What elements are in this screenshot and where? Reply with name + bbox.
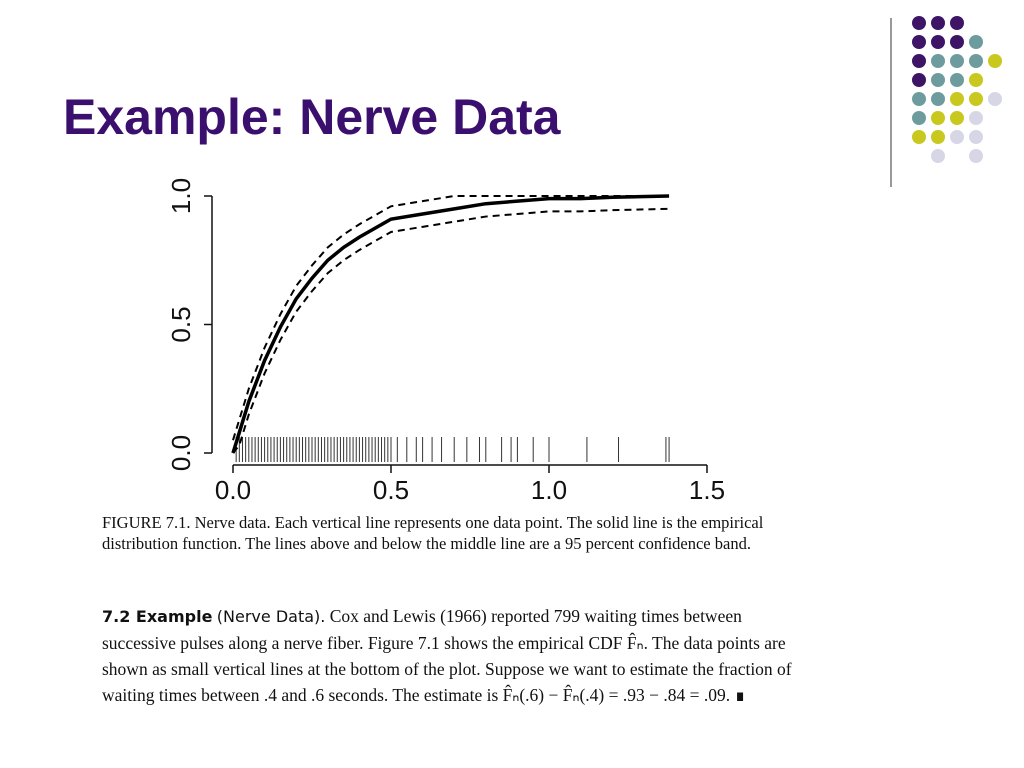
- dot: [950, 16, 964, 30]
- example-text: 7.2 Example (Nerve Data). Cox and Lewis …: [102, 603, 818, 708]
- dot: [988, 54, 1002, 68]
- dot: [988, 92, 1002, 106]
- dot: [969, 111, 983, 125]
- dot: [912, 73, 926, 87]
- x-tick-label: 1.5: [689, 475, 725, 505]
- dot: [912, 54, 926, 68]
- dot: [931, 73, 945, 87]
- dot: [969, 54, 983, 68]
- dot: [950, 35, 964, 49]
- dot: [912, 130, 926, 144]
- dot: [950, 54, 964, 68]
- dot: [950, 130, 964, 144]
- ecdf-line: [231, 194, 670, 454]
- x-tick-label: 1.0: [531, 475, 567, 505]
- confidence-band: [232, 207, 670, 454]
- example-body: Cox and Lewis (1966) reported 799 waitin…: [102, 606, 792, 705]
- dot: [931, 35, 945, 49]
- decoration: [912, 16, 1002, 163]
- dot: [912, 16, 926, 30]
- dot: [931, 54, 945, 68]
- dot: [931, 16, 945, 30]
- y-tick-label: 0.0: [166, 435, 196, 471]
- slide-title: Example: Nerve Data: [63, 89, 561, 145]
- x-tick-label: 0.0: [215, 475, 251, 505]
- dot: [912, 35, 926, 49]
- x-tick-label: 0.5: [373, 475, 409, 505]
- dot: [969, 149, 983, 163]
- dot: [950, 73, 964, 87]
- dot: [969, 73, 983, 87]
- dot: [950, 92, 964, 106]
- dot: [931, 92, 945, 106]
- y-tick-label: 0.5: [166, 306, 196, 342]
- dot: [969, 130, 983, 144]
- figure-caption: FIGURE 7.1. Nerve data. Each vertical li…: [102, 513, 764, 553]
- dot: [912, 92, 926, 106]
- dot: [931, 149, 945, 163]
- dot: [969, 35, 983, 49]
- dot: [969, 92, 983, 106]
- example-label: 7.2 Example: [102, 607, 213, 626]
- dot: [950, 111, 964, 125]
- confidence-band: [232, 195, 670, 441]
- plot: 0.0 0.5 1.0 0.0 0.5 1.0 1.5: [166, 178, 725, 505]
- dot: [912, 111, 926, 125]
- dot: [931, 111, 945, 125]
- dot: [931, 130, 945, 144]
- example-name: (Nerve Data).: [216, 607, 326, 626]
- y-tick-label: 1.0: [166, 178, 196, 214]
